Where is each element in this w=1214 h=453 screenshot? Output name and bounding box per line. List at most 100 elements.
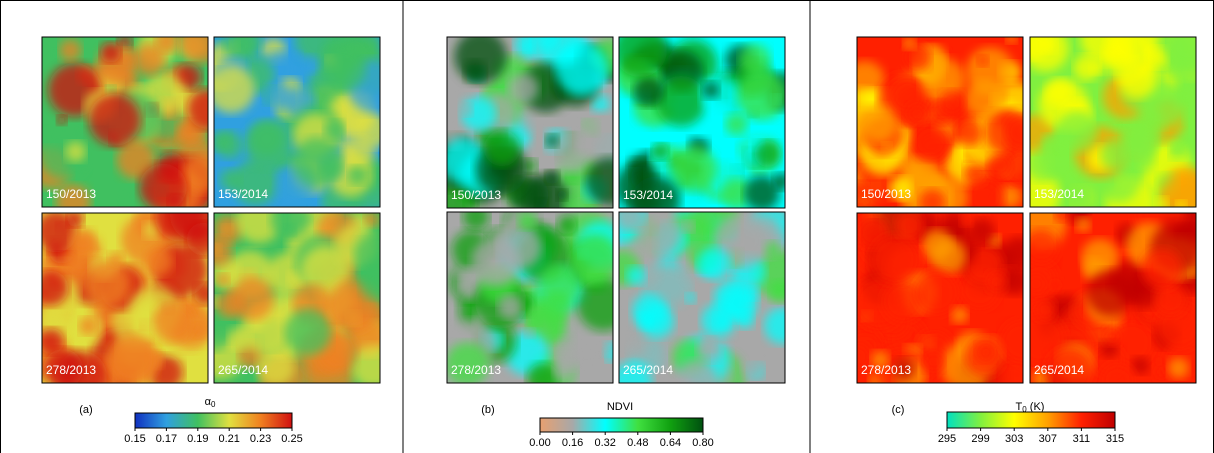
map-patch xyxy=(1023,229,1059,265)
map-patch xyxy=(882,142,892,152)
title-main: NDVI xyxy=(607,401,633,413)
map-patch xyxy=(59,39,81,61)
map-patch xyxy=(69,228,95,254)
image-label: 265/2014 xyxy=(1034,363,1084,377)
map-patch xyxy=(985,270,1008,293)
map-patch xyxy=(939,90,965,116)
map-patch xyxy=(1039,35,1057,53)
map-patch xyxy=(914,271,958,315)
map-patch xyxy=(471,238,519,286)
map-patch xyxy=(293,138,342,187)
map-patch xyxy=(454,30,507,83)
map-patch xyxy=(701,304,735,338)
colorbar-tick-label: 0.23 xyxy=(250,433,271,445)
colorbar xyxy=(135,413,292,428)
image-label: 153/2014 xyxy=(218,187,268,201)
colorbar-tick-label: 0.17 xyxy=(156,433,177,445)
colorbar-tick-label: 303 xyxy=(1005,433,1023,445)
map-patch xyxy=(320,46,366,92)
map-patch xyxy=(108,252,125,269)
map-patch xyxy=(919,189,945,215)
map-patch xyxy=(245,121,293,169)
map-patch xyxy=(965,80,1004,119)
map-patch xyxy=(1087,270,1134,317)
image-label: 153/2014 xyxy=(1034,187,1084,201)
map-patch xyxy=(265,82,293,110)
map-patch xyxy=(545,134,559,148)
colorbar-tick-label: 0.15 xyxy=(124,433,145,445)
title-sub: 0 xyxy=(211,400,216,409)
title-suffix: (K) xyxy=(1027,401,1045,413)
map-patch xyxy=(675,360,718,403)
map-patch xyxy=(1100,363,1136,399)
map-patch xyxy=(742,356,764,378)
colorbar-tick-label: 315 xyxy=(1106,433,1124,445)
map-patch xyxy=(460,103,473,116)
colorbar-tick-label: 0.00 xyxy=(529,437,550,449)
colorbar-tick-label: 307 xyxy=(1039,433,1057,445)
map-patch xyxy=(1025,273,1047,295)
map-patch xyxy=(964,162,988,186)
map-patch xyxy=(360,267,392,299)
map-patch xyxy=(975,342,996,363)
map-patch xyxy=(348,166,367,185)
map-patch xyxy=(591,95,610,114)
colorbar-tick-label: 0.80 xyxy=(692,437,713,449)
map-patch xyxy=(1100,139,1131,170)
map-patch xyxy=(215,131,243,159)
map-patch xyxy=(859,105,896,142)
map-patch xyxy=(951,306,969,324)
map-patch xyxy=(155,30,178,53)
map-patch xyxy=(65,141,86,162)
map-patch xyxy=(969,218,995,244)
colorbar xyxy=(540,418,703,432)
map-patch xyxy=(464,87,475,98)
map-patch xyxy=(725,113,748,136)
map-patch xyxy=(1141,248,1182,289)
map-patch xyxy=(299,55,318,74)
map-patch xyxy=(740,44,771,75)
map-patch xyxy=(1171,141,1183,153)
map-patch xyxy=(1103,327,1122,346)
map-patch xyxy=(870,235,919,284)
colorbar xyxy=(947,412,1115,428)
map-patch xyxy=(977,55,989,67)
colorbar-tick-label: 0.64 xyxy=(660,437,681,449)
map-patch xyxy=(987,153,1012,178)
panel-label: (a) xyxy=(79,404,92,416)
map-patch xyxy=(139,164,186,211)
map-patch xyxy=(640,304,675,339)
colorbar-tick-label: 0.16 xyxy=(562,437,583,449)
image-label: 150/2013 xyxy=(451,188,501,202)
map-patch xyxy=(224,31,255,62)
map-patch xyxy=(555,43,607,95)
map-patch xyxy=(1183,110,1197,124)
map-patch xyxy=(545,170,559,184)
map-patch xyxy=(737,71,787,121)
map-patch xyxy=(683,221,695,233)
map-patch xyxy=(570,234,619,283)
colorbar-tick-label: 311 xyxy=(1073,433,1091,445)
map-patch xyxy=(1074,55,1100,81)
colorbar-tick-label: 299 xyxy=(971,433,989,445)
colorbar-tick-label: 0.25 xyxy=(281,433,302,445)
map-patch xyxy=(231,278,274,321)
colorbar-tick-label: 0.21 xyxy=(218,433,239,445)
map-patch xyxy=(652,143,669,160)
map-patch xyxy=(1132,357,1150,375)
map-patch xyxy=(685,293,696,304)
map-patch xyxy=(1006,32,1018,44)
image-label: 265/2014 xyxy=(623,363,673,377)
panel-label: (b) xyxy=(481,404,494,416)
map-patch xyxy=(903,37,916,50)
map-patch xyxy=(557,215,576,234)
map-patch xyxy=(89,94,141,146)
map-patch xyxy=(534,133,544,143)
map-patch xyxy=(525,328,535,338)
map-patch xyxy=(153,302,193,342)
panel-label: (c) xyxy=(892,404,905,416)
figure: 150/2013153/2014278/2013265/2014(a)α00.1… xyxy=(0,0,1214,453)
map-patch xyxy=(581,358,595,372)
colorbar-title: NDVI xyxy=(607,401,633,413)
map-patch xyxy=(615,329,639,353)
